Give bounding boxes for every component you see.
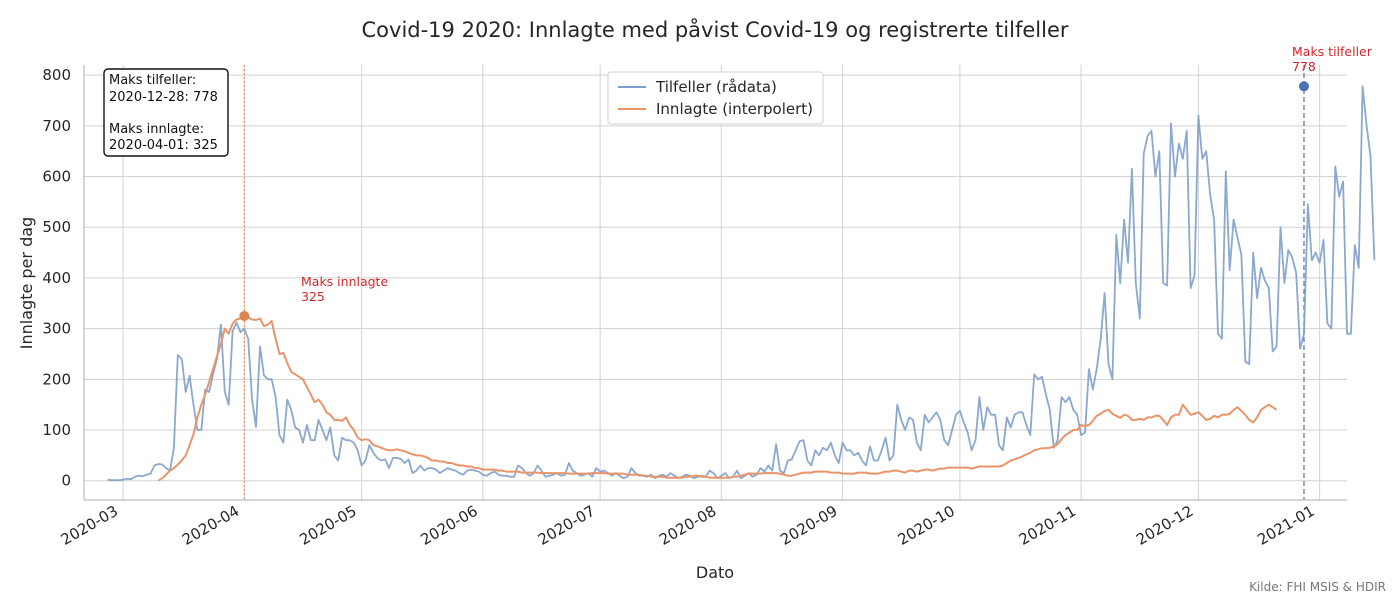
y-tick-label: 0	[61, 472, 71, 490]
legend-box	[607, 71, 824, 125]
legend-label-admissions: Innlagte (interpolert)	[656, 100, 813, 118]
x-tick-label: 2020-09	[777, 502, 840, 549]
info-box: Maks tilfeller: 2020-12-28: 778 Maks inn…	[103, 68, 229, 157]
x-tick-label: 2020-05	[296, 502, 359, 549]
source-note: Kilde: FHI MSIS & HDIR	[1249, 580, 1386, 594]
max-admissions-value: 325	[301, 289, 325, 304]
y-tick-label: 500	[42, 218, 71, 236]
x-tick-label: 2020-08	[656, 502, 719, 549]
max-point	[239, 310, 250, 321]
x-tick-label: 2021-01	[1254, 502, 1317, 549]
x-tick-label: 2020-11	[1016, 502, 1079, 549]
legend-label-cases: Tilfeller (rådata)	[655, 78, 777, 96]
y-tick-label: 700	[42, 117, 71, 135]
reference-lines	[243, 65, 1305, 500]
y-tick-label: 300	[42, 320, 71, 338]
max-admissions-label: Maks innlagte	[301, 274, 388, 289]
x-tick-label: 2020-04	[179, 502, 242, 549]
x-tick-label: 2020-07	[535, 502, 598, 549]
series-line	[157, 315, 1278, 482]
x-tick-label: 2020-10	[895, 502, 958, 549]
x-tick-label: 2020-03	[58, 502, 121, 549]
x-tick-label: 2020-06	[418, 502, 481, 549]
series-lines	[107, 85, 1376, 482]
chart-title: Covid-19 2020: Innlagte med påvist Covid…	[362, 17, 1069, 42]
max-cases-value: 778	[1292, 59, 1316, 74]
info-box-frame	[103, 68, 229, 157]
series-line	[107, 85, 1376, 482]
y-axis-label: Innlagte per dag	[17, 217, 36, 349]
max-points	[239, 81, 1309, 321]
y-tick-label: 100	[42, 421, 71, 439]
grid	[84, 65, 1347, 500]
y-tick-label: 800	[42, 66, 71, 84]
y-tick-label: 600	[42, 168, 71, 186]
info-line: Maks innlagte:	[109, 122, 204, 137]
y-tick-label: 400	[42, 269, 71, 287]
y-tick-labels: 0 100 200 300 400 500 600 700 800	[42, 66, 71, 490]
info-line: 2020-04-01: 325	[109, 138, 218, 153]
y-tick-label: 200	[42, 370, 71, 388]
x-tick-label: 2020-12	[1133, 502, 1196, 549]
max-cases-label: Maks tilfeller	[1292, 44, 1373, 59]
x-axis-label: Dato	[696, 563, 734, 582]
max-point	[1298, 81, 1309, 92]
info-line: 2020-12-28: 778	[109, 90, 218, 105]
legend: Tilfeller (rådata) Innlagte (interpolert…	[607, 71, 824, 125]
info-line: Maks tilfeller:	[109, 73, 196, 88]
x-tick-labels: 2020-03 2020-04 2020-05 2020-06 2020-07 2020-…	[58, 502, 1318, 549]
